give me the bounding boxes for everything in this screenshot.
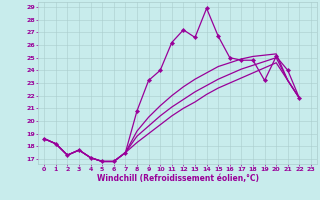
- X-axis label: Windchill (Refroidissement éolien,°C): Windchill (Refroidissement éolien,°C): [97, 174, 259, 183]
